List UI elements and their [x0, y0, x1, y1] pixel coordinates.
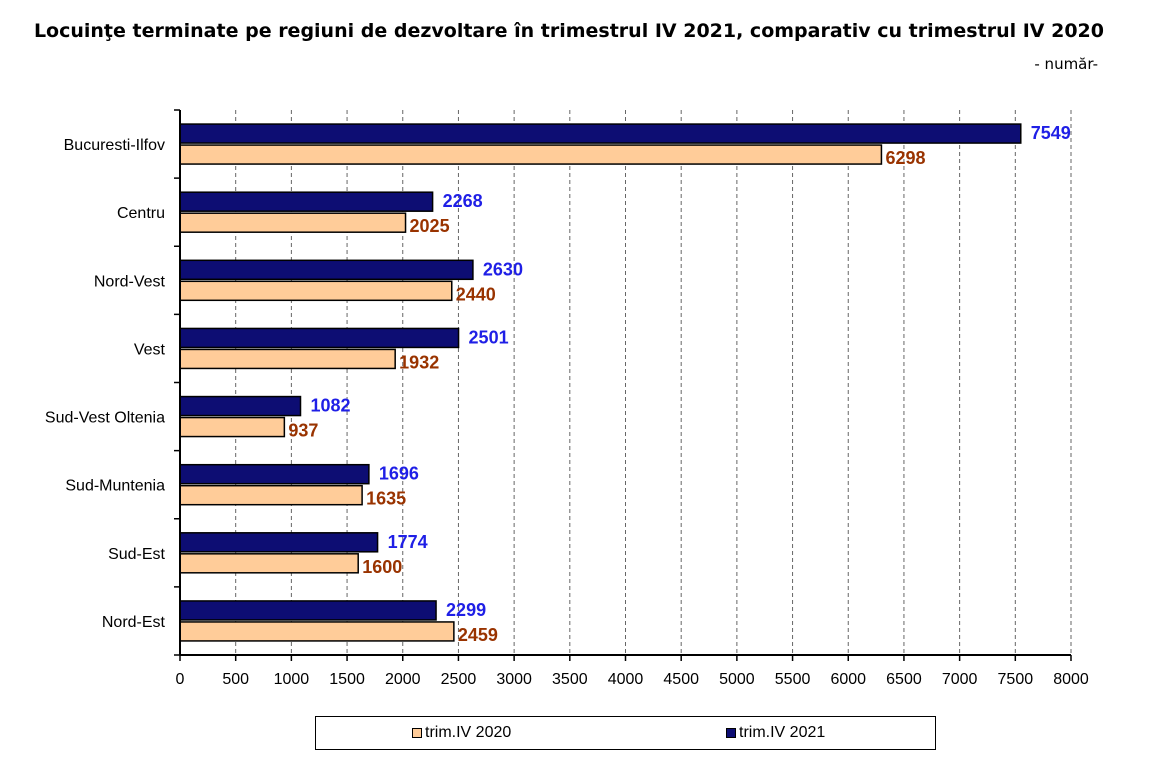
category-label: Sud-Est [108, 546, 165, 563]
category-label: Vest [134, 341, 166, 358]
x-tick-label: 500 [222, 671, 249, 688]
x-tick-label: 3500 [552, 671, 588, 688]
labels: Bucuresti-Ilfov 7549 6298 Centru 2268 2025 Nor… [45, 123, 1071, 645]
category-label: Nord-Est [102, 614, 166, 631]
x-tick-label: 1000 [274, 671, 310, 688]
legend-swatch-2020 [412, 728, 422, 738]
data-label-2020: 6298 [885, 148, 925, 168]
legend-swatch-2021 [726, 728, 736, 738]
x-tick-label: 2000 [385, 671, 421, 688]
x-tick-label: 6500 [886, 671, 922, 688]
x-tick-label: 4500 [663, 671, 699, 688]
data-label-2020: 1600 [362, 557, 402, 577]
data-label-2021: 2630 [483, 259, 523, 279]
bar-chart: 0 500 1000 1500 2000 2500 3000 3500 4000 4500 5000… [45, 109, 1089, 688]
data-label-2021: 1082 [311, 396, 351, 416]
legend-item-2021: trim.IV 2021 [726, 724, 825, 742]
bar-2021 [179, 463, 370, 485]
bar-2020 [179, 416, 286, 438]
x-tick-label: 8000 [1053, 671, 1089, 688]
data-label-2021: 2501 [469, 327, 509, 347]
category-label: Centru [117, 205, 165, 222]
x-tick-label: 7500 [998, 671, 1034, 688]
bar-2020 [179, 144, 883, 165]
x-tick-label: 3000 [496, 671, 532, 688]
bar-2021 [179, 600, 437, 621]
data-label-2020: 937 [288, 421, 318, 441]
bar-2020 [179, 212, 407, 233]
x-tick-label: 6000 [830, 671, 866, 688]
data-label-2020: 2025 [410, 216, 450, 236]
data-label-2021: 7549 [1031, 123, 1071, 143]
bar-2020 [179, 484, 363, 506]
bar-2020 [179, 280, 453, 302]
bar-2021 [179, 259, 474, 281]
x-tick-label: 4000 [608, 671, 644, 688]
bar-2021 [179, 532, 379, 553]
chart-unit-label: - număr- [1034, 55, 1098, 73]
bar-2020 [179, 621, 455, 642]
data-label-2021: 1696 [379, 464, 419, 484]
category-label: Sud-Vest Oltenia [45, 410, 165, 427]
bar-2020 [179, 348, 396, 370]
data-label-2020: 1635 [366, 489, 406, 509]
x-tick-label: 5500 [775, 671, 811, 688]
x-tick-label: 0 [176, 671, 185, 688]
legend-item-2020: trim.IV 2020 [412, 724, 511, 742]
axes: 0 500 1000 1500 2000 2500 3000 3500 4000 4500 5000… [174, 109, 1089, 688]
data-label-2021: 1774 [388, 532, 428, 552]
x-tick-label: 2500 [441, 671, 477, 688]
chart-title: Locuinţe terminate pe regiuni de dezvolt… [33, 20, 1104, 42]
bar-2020 [179, 553, 359, 574]
legend: trim.IV 2020 trim.IV 2021 [315, 716, 936, 750]
bars [179, 123, 1022, 642]
category-label: Nord-Vest [94, 273, 166, 290]
bar-2021 [179, 327, 460, 349]
legend-label-2020: trim.IV 2020 [425, 724, 512, 741]
category-label: Bucuresti-Ilfov [64, 137, 165, 154]
data-label-2021: 2299 [446, 600, 486, 620]
bar-2021 [179, 395, 302, 417]
x-tick-label: 7000 [942, 671, 978, 688]
bar-2021 [179, 191, 434, 212]
data-label-2020: 2459 [458, 625, 498, 645]
x-tick-label: 5000 [719, 671, 755, 688]
data-label-2020: 1932 [399, 352, 439, 372]
data-label-2020: 2440 [456, 284, 496, 304]
bar-2021 [179, 123, 1022, 144]
legend-label-2021: trim.IV 2021 [739, 724, 826, 741]
category-label: Sud-Muntenia [65, 478, 165, 495]
x-tick-label: 1500 [329, 671, 365, 688]
data-label-2021: 2268 [443, 191, 483, 211]
